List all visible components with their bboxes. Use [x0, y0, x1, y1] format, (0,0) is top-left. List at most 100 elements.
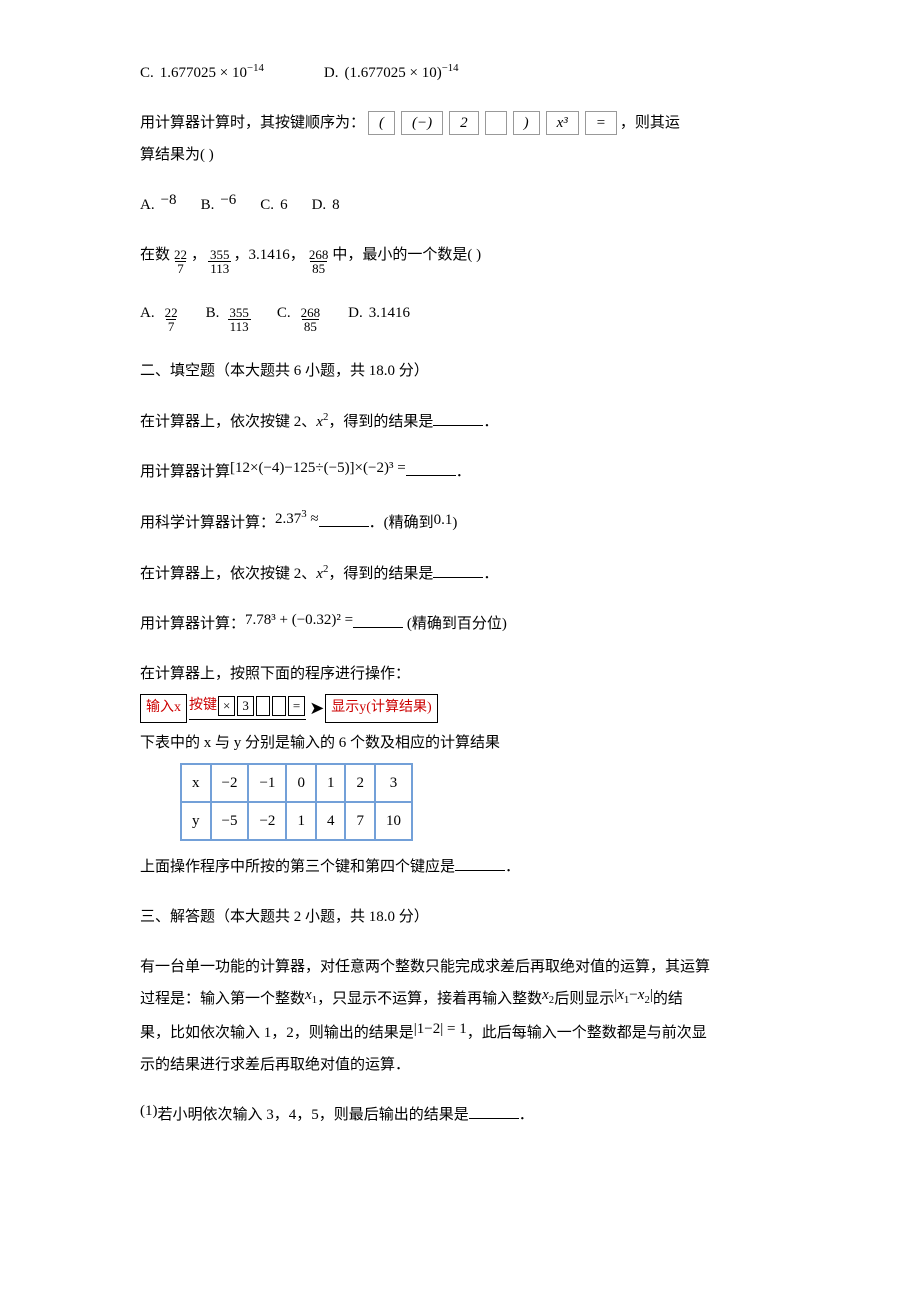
p2c: 后则显示 [554, 987, 614, 1011]
opt-b-val: −6 [220, 188, 236, 212]
top-option-row: C. 1.677025 × 10−14 D. (1.677025 × 10)−1… [140, 60, 780, 85]
table-cell: 2 [345, 764, 375, 802]
fb1-b: ，得到的结果是 [328, 410, 433, 434]
key-cube: x³ [546, 111, 579, 135]
blank [406, 462, 456, 476]
min-a-label: A. [140, 301, 155, 325]
flowchart: 输入x 按键 × 3 = ➤ 显示y(计算结果) [140, 694, 780, 723]
calc-keys-line2-text: 算结果为 [140, 143, 200, 167]
fb3-b: ．( [369, 511, 389, 535]
fill-blank-4: 在计算器上，依次按键 2、 x2 ，得到的结果是 ． [140, 561, 780, 586]
fb4-c: ． [483, 562, 498, 586]
table-cell: −5 [211, 802, 249, 840]
arrow-icon: ➤ [309, 694, 324, 723]
opt-c-val: 6 [280, 193, 288, 217]
table-cell: 1 [316, 764, 346, 802]
flow-key-4 [272, 696, 286, 716]
problem-p3: 果，比如依次输入 1，2，则输出的结果是 |1−2| = 1 ，此后每输入一个整… [140, 1021, 780, 1045]
calc-keys-paren: ( ) [200, 143, 214, 167]
table-cell: −2 [211, 764, 249, 802]
opt-d-val: 8 [332, 193, 340, 217]
fb1-c: ． [483, 410, 498, 434]
sep: ， [290, 243, 305, 267]
fill-blank-6b: 上面操作程序中所按的第三个键和第四个键应是 ． [140, 855, 780, 879]
table-cell: 0 [286, 764, 316, 802]
p2a: 过程是：输入第一个整数 [140, 987, 305, 1011]
fb2-c: ． [456, 460, 471, 484]
sep: ， [191, 243, 206, 267]
flow-input: 输入x [140, 694, 187, 722]
fb4-a: 在计算器上，依次按键 2、 [140, 562, 316, 586]
blank [469, 1105, 519, 1119]
fb3-a: 用科学计算器计算： [140, 511, 275, 535]
flow-mid: 按键 × 3 = [189, 695, 306, 722]
table-cell: −1 [248, 764, 286, 802]
fb3-prec: 0.1 [434, 508, 453, 532]
p3b: ，此后每输入一个整数都是与前次显 [467, 1021, 707, 1045]
fb5-note: 精确到百分位 [412, 612, 502, 636]
table-row: y −5 −2 1 4 7 10 [181, 802, 412, 840]
calc-keys-suffix: ，则其运 [620, 111, 680, 135]
opt-d-expr: (1.677025 × 10)−14 [344, 60, 458, 85]
opt-a-label: A. [140, 193, 155, 217]
key-2: 2 [449, 111, 479, 135]
calc-keys-options: A.−8 B.−6 C.6 D.8 [140, 193, 780, 217]
abs-x1-x2: |x1−x2| [614, 983, 653, 1009]
min-c-label: C. [277, 301, 291, 325]
x2: x2 [542, 983, 554, 1009]
xy-table: x −2 −1 0 1 2 3 y −5 −2 1 4 7 10 [180, 763, 413, 841]
fb5-a: 用计算器计算： [140, 612, 245, 636]
p3a: 果，比如依次输入 1，2，则输出的结果是 [140, 1021, 414, 1045]
table-cell: −2 [248, 802, 286, 840]
fill-blank-5: 用计算器计算： 7.78³ + (−0.32)² = (精确到百分位) [140, 612, 780, 636]
blank [353, 614, 403, 628]
fill-blank-3: 用科学计算器计算： 2.373 ≈ ．(精确到0.1) [140, 510, 780, 535]
flow-key-2: 3 [237, 696, 254, 716]
key-neg: (−) [401, 111, 443, 135]
flow-key-5: = [288, 696, 305, 716]
frac-22-7: 227 [172, 248, 189, 275]
q1-label: (1) [140, 1099, 158, 1123]
key-paren-close: ) [513, 111, 540, 135]
table-cell: y [181, 802, 211, 840]
fill-blank-1: 在计算器上，依次按键 2、 x2 ，得到的结果是 ． [140, 409, 780, 434]
problem-p1: 有一台单一功能的计算器，对任意两个整数只能完成求差后再取绝对值的运算，其运算 [140, 955, 780, 979]
calc-keys-line1: 用计算器计算时，其按键顺序为： ( (−) 2 ) x³ = ，则其运 [140, 111, 780, 135]
q1-end: ． [519, 1103, 534, 1127]
flow-output: 显示y(计算结果) [325, 694, 437, 722]
blank [433, 412, 483, 426]
fb3-c: ) [452, 511, 457, 535]
table-row: x −2 −1 0 1 2 3 [181, 764, 412, 802]
fb3-expr: 2.373 ≈ [275, 506, 319, 531]
p2d: 的结 [653, 987, 683, 1011]
opt-d-label: D. [324, 61, 339, 85]
min-prefix: 在数 [140, 243, 170, 267]
fill-blank-6a: 在计算器上，按照下面的程序进行操作： [140, 662, 780, 686]
opt-d-label2: D. [312, 193, 327, 217]
fb1-sym: x2 [316, 409, 328, 434]
flow-top-label: 按键 [189, 695, 217, 717]
problem-p4: 示的结果进行求差后再取绝对值的运算． [140, 1053, 780, 1077]
min-b-val: 355113 [227, 306, 251, 333]
section-3-heading: 三、解答题（本大题共 2 小题，共 18.0 分） [140, 905, 780, 929]
fb6b-c: ． [505, 855, 520, 879]
table-cell: 7 [345, 802, 375, 840]
table-cell: 4 [316, 802, 346, 840]
fb4-b: ，得到的结果是 [328, 562, 433, 586]
fb6b-a: 上面操作程序中所按的第三个键和第四个键应是 [140, 855, 455, 879]
min-d-label: D. [348, 301, 363, 325]
calc-keys-prefix: 用计算器计算时，其按键顺序为： [140, 111, 365, 135]
fb5-expr: 7.78³ + (−0.32)² = [245, 608, 353, 632]
opt-c-label: C. [140, 61, 154, 85]
section-2-heading: 二、填空题（本大题共 6 小题，共 18.0 分） [140, 359, 780, 383]
min-d-val: 3.1416 [369, 301, 410, 325]
min-question: 在数 227 ， 355113 ， 3.1416 ， 26885 中，最小的一个… [140, 243, 780, 275]
sep: ， [234, 243, 249, 267]
fb4-sym: x2 [316, 561, 328, 586]
blank [319, 513, 369, 527]
min-c-val: 26885 [299, 306, 323, 333]
table-cell: x [181, 764, 211, 802]
fb3-note: 精确到 [389, 511, 434, 535]
min-options: A.227 B.355113 C.26885 D.3.1416 [140, 301, 780, 333]
opt-b-label: B. [201, 193, 215, 217]
